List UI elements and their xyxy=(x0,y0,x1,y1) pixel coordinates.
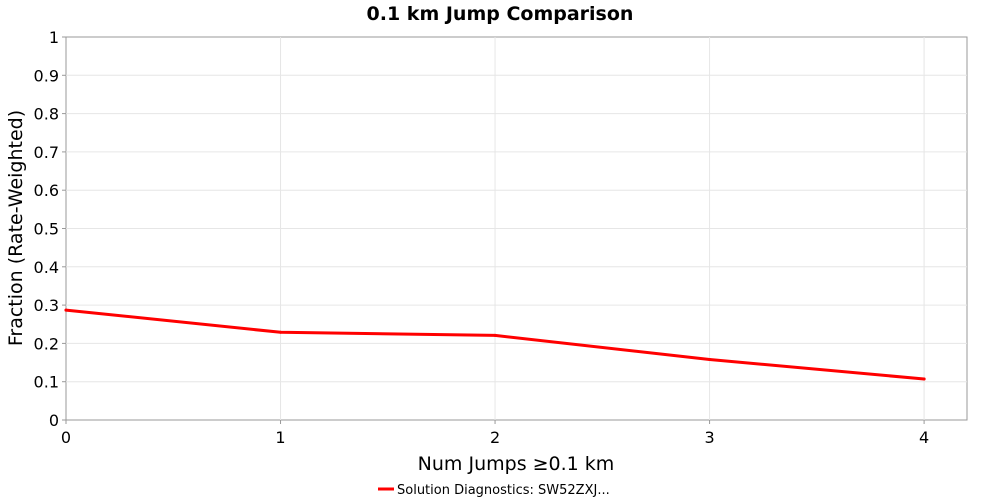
data-point xyxy=(64,308,68,312)
y-tick-label: 1 xyxy=(49,28,59,47)
y-tick-label: 0.7 xyxy=(34,143,59,162)
y-tick-label: 0.5 xyxy=(34,220,59,239)
legend: Solution Diagnostics: SW52ZXJ... xyxy=(378,483,610,498)
data-point xyxy=(708,357,712,361)
series-layer xyxy=(64,308,926,381)
y-axis-label: Fraction (Rate-Weighted) xyxy=(5,110,27,346)
grid-lines xyxy=(66,37,967,420)
plot-area: 0 1 2 3 4 0 0.1 0.2 0.3 0.4 0.5 0.6 0.7 0.8 0.9 1 xyxy=(34,28,968,447)
data-point xyxy=(279,330,283,334)
y-tick-label: 0.8 xyxy=(34,105,59,124)
x-tick-label: 1 xyxy=(275,428,285,447)
x-tick-label: 2 xyxy=(490,428,500,447)
x-axis-ticks: 0 1 2 3 4 xyxy=(61,420,929,447)
y-tick-label: 0.3 xyxy=(34,296,59,315)
data-point xyxy=(493,333,497,337)
chart-title: 0.1 km Jump Comparison xyxy=(367,3,634,25)
legend-label: Solution Diagnostics: SW52ZXJ... xyxy=(397,483,610,498)
y-tick-label: 0.4 xyxy=(34,258,59,277)
data-point xyxy=(922,377,926,381)
y-tick-label: 0.9 xyxy=(34,66,59,85)
y-tick-label: 0.2 xyxy=(34,334,59,353)
x-tick-label: 3 xyxy=(704,428,714,447)
y-axis-ticks: 0 0.1 0.2 0.3 0.4 0.5 0.6 0.7 0.8 0.9 1 xyxy=(34,28,66,430)
x-tick-label: 4 xyxy=(919,428,929,447)
x-axis-label: Num Jumps ≥0.1 km xyxy=(418,453,615,475)
y-tick-label: 0 xyxy=(49,411,59,430)
x-tick-label: 0 xyxy=(61,428,71,447)
y-tick-label: 0.1 xyxy=(34,373,59,392)
y-tick-label: 0.6 xyxy=(34,181,59,200)
